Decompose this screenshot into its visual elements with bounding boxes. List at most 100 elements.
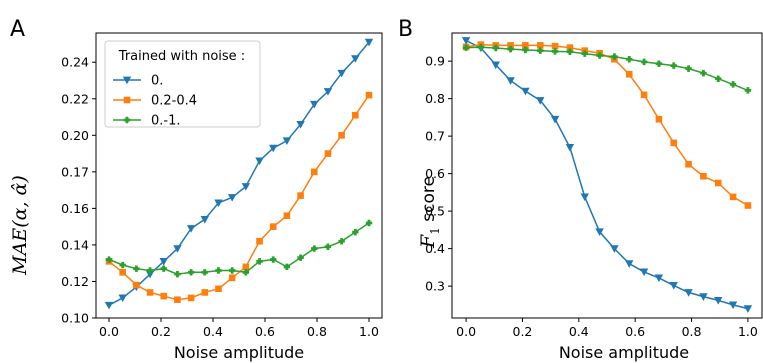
panel-b-series-1-point bbox=[714, 179, 722, 187]
panel-b-series-2-point bbox=[566, 48, 574, 55]
panel-b-label: B bbox=[398, 17, 413, 42]
panel-a-ylabel: MAE(α, α̂) bbox=[9, 175, 31, 276]
panel-a-legend-entry-1: 0.2-0.4 bbox=[151, 94, 197, 109]
panel-a-series-1-point bbox=[256, 237, 263, 245]
panel-b-ylabel-text: score bbox=[419, 176, 439, 227]
panel-b-series-0-point bbox=[743, 305, 753, 313]
panel-a-series-1-point bbox=[269, 223, 277, 230]
panel-b-xtick-label: 0.4 bbox=[569, 324, 589, 339]
panel-b-series-2-point bbox=[640, 58, 648, 66]
panel-a-series-0-point bbox=[145, 270, 155, 279]
panel-a-series-1-point bbox=[352, 111, 359, 119]
panel-b-ytick-label: 0.8 bbox=[425, 91, 445, 106]
panel-a-series-1-point bbox=[174, 296, 181, 304]
panel-a-series-0-point bbox=[173, 245, 182, 253]
panel-b-series-0-point bbox=[728, 301, 738, 310]
panel-b-series-1-point bbox=[522, 42, 529, 49]
panel-b-xtick-label: 0.0 bbox=[456, 324, 476, 339]
panel-b-series-0-point bbox=[506, 77, 515, 85]
panel-a-ytick-label: 0.22 bbox=[61, 91, 89, 106]
panel-a-series-0-point bbox=[255, 157, 264, 166]
panel-b-series-2-point bbox=[626, 56, 633, 63]
panel-b-series-2-point bbox=[744, 87, 752, 94]
panel-b-xtick-label: 1.0 bbox=[738, 324, 758, 339]
panel-b-series-1-point bbox=[536, 42, 544, 49]
panel-a-ytick-label: 0.16 bbox=[61, 201, 89, 216]
panel-a-legend-box bbox=[104, 40, 261, 128]
panel-a-series-0-point bbox=[104, 301, 114, 310]
panel-b-series-0-point bbox=[610, 245, 619, 253]
panel-a-series-2-point bbox=[160, 265, 167, 272]
panel-b-ylabel: F1 score bbox=[417, 176, 442, 249]
panel-a-ytick-label: 0.17 bbox=[61, 164, 89, 179]
panel-a-series-1-point bbox=[310, 168, 318, 176]
panel-b-ylabel-math: F bbox=[417, 234, 439, 249]
panel-b-series-2-point bbox=[685, 65, 692, 72]
panel-a-series-0-point bbox=[214, 199, 223, 208]
panel-b-ytick-label: 0.6 bbox=[425, 166, 445, 181]
panel-b-series-2-point bbox=[700, 69, 707, 77]
panel-a-xlabel: Noise amplitude bbox=[174, 343, 304, 362]
panel-b-series-2-line bbox=[466, 46, 749, 92]
panel-b-series-1-point bbox=[640, 91, 648, 99]
panel-a-series-0-point bbox=[186, 225, 196, 233]
panel-a-series-1-point bbox=[146, 289, 154, 296]
panel-a-series-1-point bbox=[201, 289, 209, 296]
panel-b-series-2-point bbox=[596, 52, 603, 59]
panel-a-series-0-point bbox=[323, 88, 333, 96]
panel-b-series-2-point bbox=[492, 44, 499, 52]
panel-a-series-2-point bbox=[297, 254, 304, 261]
panel-a-series-0-point bbox=[364, 38, 374, 47]
panel-b-frame bbox=[451, 32, 763, 319]
panel-b-series-0-point bbox=[639, 268, 649, 277]
panel-a-ytick-label: 0.10 bbox=[61, 311, 89, 326]
panel-a-series-0-point bbox=[241, 183, 251, 191]
panel-a-legend-marker-1 bbox=[123, 96, 131, 104]
panel-a-label: A bbox=[10, 17, 25, 42]
panel-b-series-1-point bbox=[507, 42, 514, 49]
panel-b-ylabel-sub: 1 bbox=[428, 227, 442, 235]
panel-a-series-0-point bbox=[227, 194, 237, 202]
panel-a-ytick-label: 0.20 bbox=[61, 128, 89, 143]
panel-b-series-0-point bbox=[669, 282, 678, 290]
panel-b-series-0-point bbox=[580, 193, 589, 202]
panel-b-xlabel: Noise amplitude bbox=[559, 343, 689, 362]
panel-b-series-1-point bbox=[700, 172, 707, 180]
panel-b-series-1-point bbox=[670, 139, 678, 147]
panel-a-series-1-point bbox=[365, 91, 373, 99]
panel-a-xtick-label: 1.0 bbox=[359, 324, 379, 339]
panel-a-series-1-point bbox=[133, 281, 140, 289]
panel-a-series-1-point bbox=[324, 150, 332, 157]
panel-b: B F1 score Noise amplitude 0.0 0.2 0.4 0.6 0… bbox=[398, 17, 763, 362]
panel-a-series-2-point bbox=[146, 267, 154, 274]
panel-b-series-2-point bbox=[522, 46, 529, 54]
panel-a-series-2-point bbox=[174, 270, 181, 278]
panel-a-series-0-point bbox=[118, 294, 127, 303]
panel-a-xtick-label: 0.2 bbox=[151, 324, 171, 339]
panel-a-legend-entry-2: 0.-1. bbox=[151, 114, 181, 129]
panel-a-series-1-point bbox=[283, 212, 291, 219]
panel-b-series-1-point bbox=[729, 193, 737, 201]
panel-a-series-2-point bbox=[242, 269, 250, 276]
panel-a-series-1-point bbox=[228, 274, 236, 282]
panel-a-series-1-point bbox=[338, 132, 345, 139]
panel-b-series-0-point bbox=[699, 293, 708, 301]
panel-a-xtick-label: 0.4 bbox=[203, 324, 223, 339]
panel-a-ytick-label: 0.12 bbox=[61, 274, 89, 289]
panel-a-series-0-point bbox=[159, 258, 168, 266]
panel-a-series-1-point bbox=[119, 269, 126, 276]
panel-b-ytick-label: 0.3 bbox=[425, 279, 445, 294]
panel-a-series-2-point bbox=[201, 269, 208, 276]
panel-b-series-0-point bbox=[521, 87, 530, 96]
panel-b-series-0-point bbox=[654, 274, 664, 283]
panel-b-ytick-label: 0.7 bbox=[425, 129, 445, 144]
panel-a-series-0-point bbox=[296, 120, 305, 129]
panel-a-series-0-point bbox=[269, 144, 278, 153]
panel-a-series-0-point bbox=[351, 55, 360, 63]
panel-a-series-1-point bbox=[160, 292, 168, 300]
panel-a-series-1-point bbox=[242, 263, 250, 271]
panel-a-series-0-point bbox=[337, 69, 346, 78]
panel-a-series-2-point bbox=[283, 263, 291, 271]
panel-b-series-2-point bbox=[477, 44, 485, 51]
panel-a: A MAE(α, α̂) Noise amplitude 0.0 0.2 0.4 0.… bbox=[9, 17, 383, 362]
